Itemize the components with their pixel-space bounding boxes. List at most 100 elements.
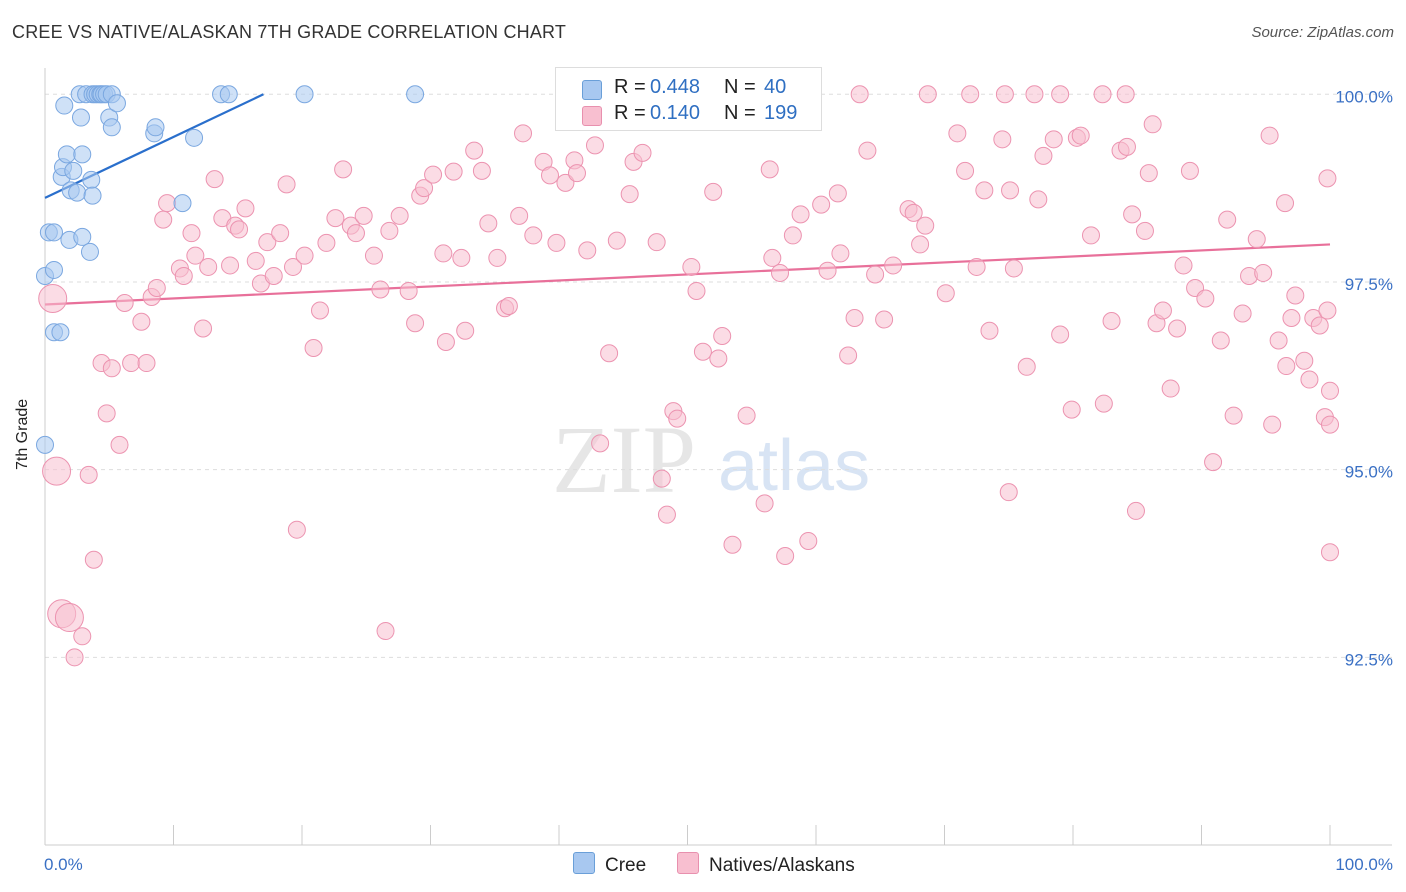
natives-point — [1062, 400, 1081, 419]
natives-point — [1180, 161, 1199, 180]
natives-point — [956, 161, 975, 180]
natives-point — [967, 257, 986, 276]
natives-point — [999, 483, 1018, 502]
natives-point — [633, 143, 652, 162]
natives-point — [839, 346, 858, 365]
natives-point — [713, 327, 732, 346]
natives-point — [1286, 286, 1305, 305]
natives-point — [452, 248, 471, 267]
cree-point — [51, 323, 70, 342]
natives-point — [831, 244, 850, 263]
natives-point — [693, 342, 712, 361]
natives-point — [317, 233, 336, 252]
natives-point — [424, 165, 443, 184]
natives-point — [1300, 370, 1319, 389]
natives-swatch — [582, 106, 602, 126]
natives-point — [760, 160, 779, 179]
natives-point — [236, 199, 255, 218]
natives-point — [354, 206, 373, 225]
natives-point — [995, 85, 1014, 104]
natives-point — [916, 216, 935, 235]
natives-point — [277, 175, 296, 194]
natives-point — [364, 246, 383, 265]
natives-point — [980, 321, 999, 340]
cree-point — [102, 118, 121, 137]
natives-point — [763, 248, 782, 267]
natives-point — [866, 265, 885, 284]
cree-point — [107, 94, 126, 113]
natives-point — [465, 141, 484, 160]
y-tick-label: 97.5% — [1345, 275, 1393, 294]
cree-point — [73, 227, 92, 246]
y-tick-label: 92.5% — [1345, 650, 1393, 669]
cree-point — [73, 145, 92, 164]
natives-point — [948, 124, 967, 143]
natives-point — [647, 233, 666, 252]
natives-point — [524, 226, 543, 245]
natives-point — [1094, 394, 1113, 413]
natives-r-value: 0.140 — [650, 102, 701, 124]
natives-point — [668, 409, 687, 428]
natives-point — [295, 246, 314, 265]
natives-point — [828, 184, 847, 203]
natives-point — [380, 221, 399, 240]
natives-point — [1211, 331, 1230, 350]
natives-point — [1051, 325, 1070, 344]
natives-point — [122, 354, 141, 373]
natives-point — [406, 314, 425, 333]
r-label: R = — [614, 76, 646, 98]
natives-point — [174, 266, 193, 285]
y-tick-label: 100.0% — [1335, 87, 1393, 106]
cree-legend-swatch — [573, 852, 595, 874]
natives-point — [304, 339, 323, 358]
natives-point — [371, 280, 390, 299]
natives-point — [1025, 85, 1044, 104]
natives-point — [1295, 351, 1314, 370]
natives-point — [472, 161, 491, 180]
cree-point — [71, 108, 90, 127]
cree-legend-label: Cree — [605, 855, 647, 876]
natives-point — [434, 244, 453, 263]
bottom-legend-natives: Natives/Alaskans — [677, 852, 855, 877]
natives-point — [1310, 316, 1329, 335]
natives-point — [65, 648, 84, 667]
natives-point — [376, 622, 395, 641]
natives-point — [110, 435, 129, 454]
watermark: ZIP atlas — [552, 406, 870, 513]
cree-point — [55, 96, 74, 115]
natives-point — [287, 520, 306, 539]
natives-point — [182, 224, 201, 243]
natives-point — [884, 256, 903, 275]
natives-point — [1218, 210, 1237, 229]
natives-point — [132, 312, 151, 331]
natives-point — [199, 257, 218, 276]
natives-point — [1017, 357, 1036, 376]
natives-legend-swatch — [677, 852, 699, 874]
natives-point — [1117, 137, 1136, 156]
natives-point — [310, 301, 329, 320]
x-tick-label: 0.0% — [44, 855, 83, 874]
natives-point — [84, 550, 103, 569]
natives-point — [230, 220, 249, 239]
natives-point — [1260, 126, 1279, 145]
natives-point — [1233, 304, 1252, 323]
natives-point — [600, 344, 619, 363]
natives-point — [591, 434, 610, 453]
natives-point — [399, 281, 418, 300]
source-label: Source: ZipAtlas.com — [1251, 24, 1394, 41]
natives-point — [1276, 194, 1295, 213]
natives-point — [158, 194, 177, 213]
natives-legend-label: Natives/Alaskans — [709, 855, 855, 876]
natives-point — [1093, 85, 1112, 104]
natives-point — [541, 166, 560, 185]
natives-point — [556, 173, 575, 192]
natives-point — [911, 235, 930, 254]
natives-point — [578, 241, 597, 260]
natives-point — [514, 124, 533, 143]
n-label: N = — [724, 76, 756, 98]
natives-n-value: 199 — [764, 102, 798, 124]
natives-point — [1116, 85, 1135, 104]
natives-point — [812, 195, 831, 214]
natives-point — [776, 546, 795, 565]
